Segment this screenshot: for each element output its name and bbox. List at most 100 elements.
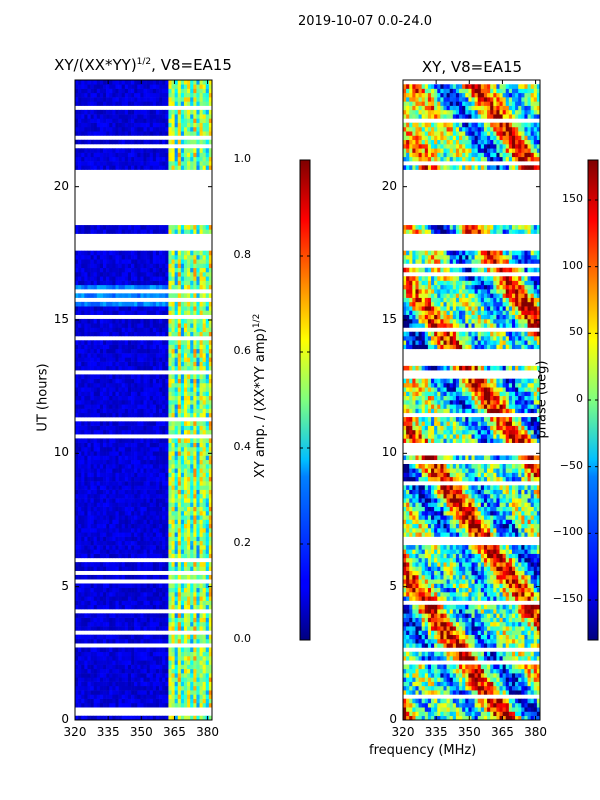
heatmap-cell <box>124 109 129 115</box>
heatmap-cell <box>152 677 157 682</box>
heatmap-cell <box>196 587 200 593</box>
heatmap-cell <box>159 97 163 102</box>
heatmap-cell <box>96 301 101 307</box>
heatmap-cell <box>190 506 194 512</box>
heatmap-cell <box>121 306 126 311</box>
heatmap-cell <box>183 677 188 682</box>
heatmap-cell <box>96 446 101 452</box>
heatmap-cell <box>131 638 135 644</box>
heatmap-cell <box>127 156 132 162</box>
heatmap-cell <box>103 331 107 337</box>
heatmap-cell <box>96 284 101 290</box>
heatmap-cell <box>131 348 135 354</box>
heatmap-cell <box>131 280 135 286</box>
heatmap-cell <box>177 126 182 132</box>
heatmap-cell <box>202 412 207 418</box>
heatmap-cell <box>146 97 151 102</box>
heatmap-cell <box>115 574 119 580</box>
heatmap-cell <box>180 583 185 589</box>
heatmap-cell <box>93 540 98 546</box>
heatmap-cell <box>205 161 210 166</box>
heatmap-cell <box>159 438 163 443</box>
heatmap-cell <box>143 677 147 682</box>
heatmap-cell <box>140 694 144 699</box>
heatmap-cell <box>171 126 175 132</box>
heatmap-cell <box>165 476 169 482</box>
heatmap-cell <box>180 702 185 708</box>
heatmap-cell <box>121 118 126 123</box>
heatmap-cell <box>99 515 104 520</box>
heatmap-cell <box>84 476 88 482</box>
heatmap-cell <box>109 156 113 162</box>
heatmap-cell <box>159 139 163 145</box>
heatmap-cell <box>90 592 94 597</box>
heatmap-cell <box>134 604 138 610</box>
heatmap-cell <box>109 698 113 704</box>
heatmap-cell <box>155 310 160 315</box>
heatmap-cell <box>106 451 110 456</box>
heatmap-cell <box>96 374 101 379</box>
heatmap-cell <box>187 613 191 618</box>
heatmap-cell <box>118 280 122 286</box>
heatmap-cell <box>202 574 207 580</box>
heatmap-cell <box>149 651 154 657</box>
heatmap-cell <box>177 489 182 495</box>
heatmap-cell <box>87 617 91 623</box>
heatmap-cell <box>140 156 144 162</box>
heatmap-cell <box>146 668 151 674</box>
heatmap-cell <box>78 357 82 362</box>
heatmap-cell <box>199 259 203 264</box>
heatmap-cell <box>202 464 207 469</box>
heatmap-cell <box>134 425 138 431</box>
heatmap-cell <box>99 446 104 452</box>
heatmap-cell <box>118 263 122 269</box>
heatmap-cell <box>131 353 135 358</box>
heatmap-cell <box>196 429 200 435</box>
heatmap-cell <box>177 673 182 678</box>
heatmap-cell <box>208 493 212 499</box>
heatmap-cell <box>78 621 82 627</box>
heatmap-cell <box>124 574 129 580</box>
heatmap-cell <box>165 284 169 290</box>
heatmap-cell <box>155 698 160 704</box>
heatmap-cell <box>168 318 172 324</box>
heatmap-cell <box>168 267 172 273</box>
heatmap-cell <box>131 604 135 610</box>
heatmap-cell <box>78 331 82 337</box>
heatmap-cell <box>162 382 166 388</box>
heatmap-cell <box>87 161 91 166</box>
heatmap-cell <box>127 365 132 371</box>
heatmap-cell <box>168 161 172 166</box>
heatmap-cell <box>118 481 122 486</box>
heatmap-cell <box>152 323 157 328</box>
heatmap-cell <box>202 634 207 640</box>
heatmap-cell <box>155 702 160 708</box>
heatmap-cell <box>162 464 166 469</box>
heatmap-cell <box>106 425 110 431</box>
heatmap-cell <box>171 408 175 414</box>
heatmap-cell <box>146 118 151 123</box>
heatmap-cell <box>137 596 141 601</box>
heatmap-cell <box>205 656 210 661</box>
heatmap-cell <box>109 468 113 473</box>
heatmap-cell <box>81 272 85 277</box>
heatmap-cell <box>159 353 163 358</box>
heatmap-cell <box>127 540 132 546</box>
heatmap-cell <box>202 284 207 290</box>
heatmap-cell <box>109 391 113 397</box>
heatmap-cell <box>115 493 119 499</box>
heatmap-cell <box>124 451 129 456</box>
heatmap-cell <box>177 318 182 324</box>
heatmap-cell <box>118 118 122 123</box>
heatmap-cell <box>124 702 129 708</box>
heatmap-cell <box>155 353 160 358</box>
heatmap-cell <box>165 553 169 559</box>
heatmap-cell <box>103 553 107 559</box>
heatmap-cell <box>187 481 191 486</box>
heatmap-cell <box>115 126 119 132</box>
heatmap-cell <box>190 472 194 478</box>
heatmap-cell <box>205 664 210 670</box>
heatmap-cell <box>137 263 141 269</box>
heatmap-cell <box>168 280 172 286</box>
heatmap-cell <box>137 446 141 452</box>
